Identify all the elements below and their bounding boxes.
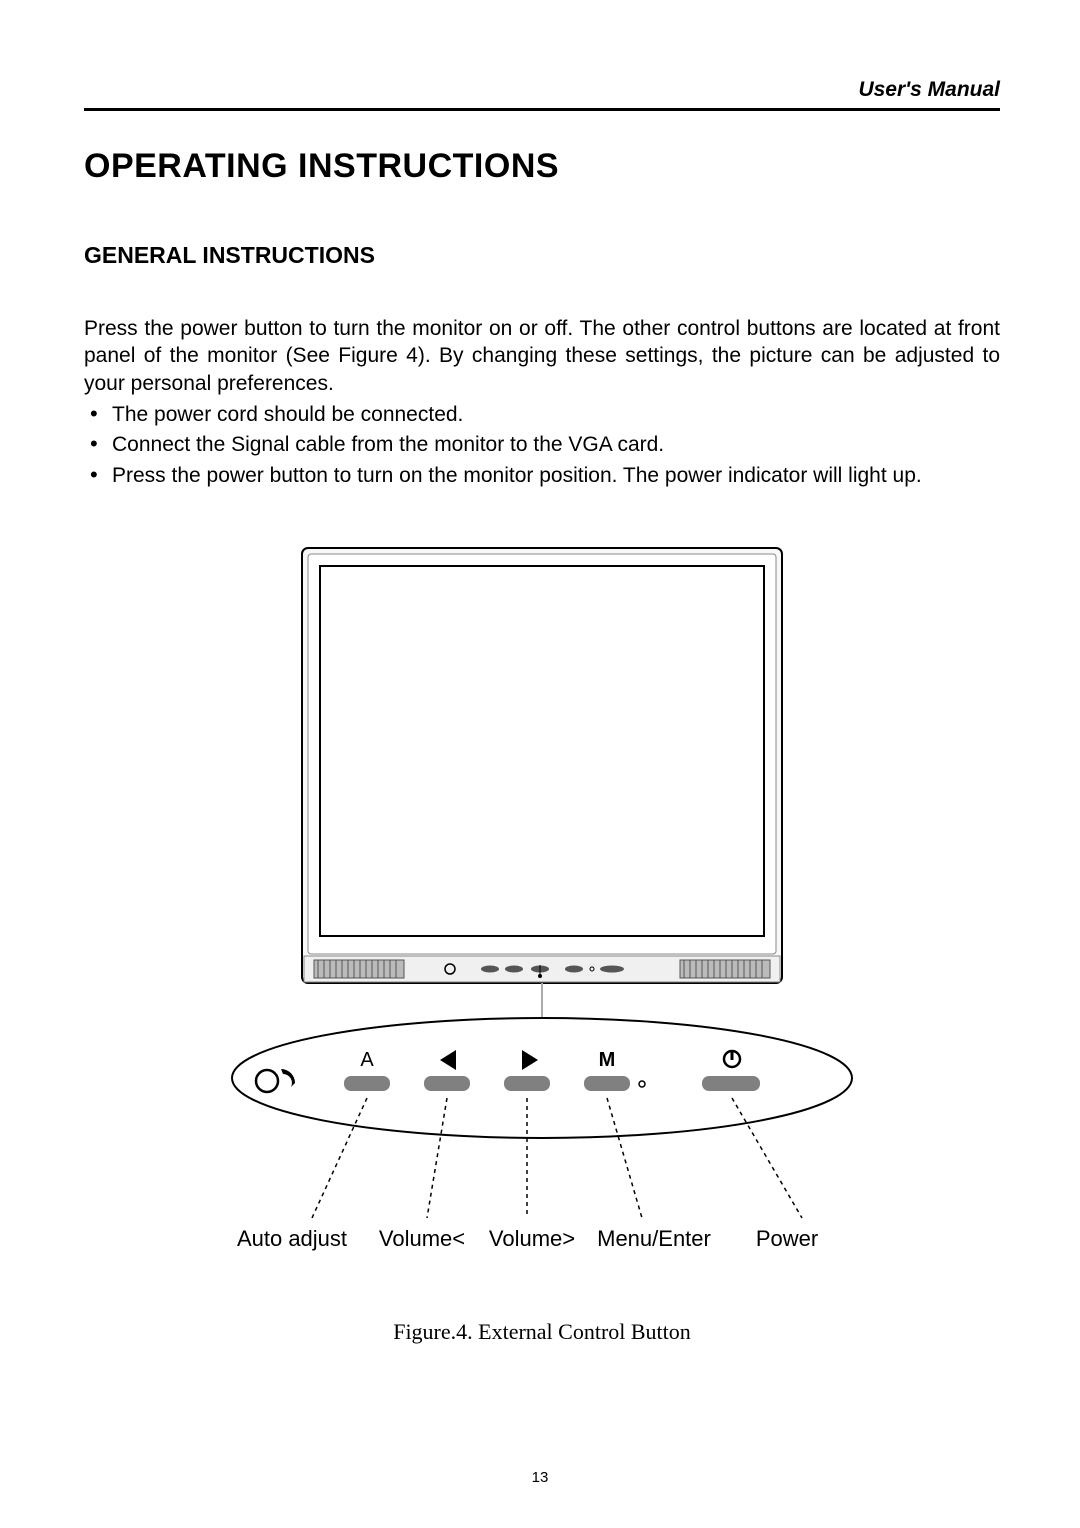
list-item: Press the power button to turn on the mo… xyxy=(112,460,1000,490)
callout-power: Power xyxy=(756,1226,818,1251)
figure-caption: Figure.4. External Control Button xyxy=(84,1319,1000,1345)
callout-auto-adjust: Auto adjust xyxy=(237,1226,347,1251)
main-title: OPERATING INSTRUCTIONS xyxy=(84,147,1000,186)
list-item: Connect the Signal cable from the monito… xyxy=(112,429,1000,459)
sub-title: GENERAL INSTRUCTIONS xyxy=(84,242,1000,269)
callout-volume-down: Volume< xyxy=(379,1226,465,1251)
list-item: The power cord should be connected. xyxy=(112,399,1000,429)
callout-volume-up: Volume> xyxy=(489,1226,575,1251)
callout-menu: Menu/Enter xyxy=(597,1226,711,1251)
svg-text:M: M xyxy=(599,1049,616,1071)
intro-paragraph: Press the power button to turn the monit… xyxy=(84,315,1000,397)
monitor-diagram-svg: A M xyxy=(192,538,892,1258)
running-header: User's Manual xyxy=(84,78,1000,111)
instruction-list: The power cord should be connected. Conn… xyxy=(84,399,1000,490)
page-number: 13 xyxy=(0,1469,1080,1486)
figure-4: A M xyxy=(84,538,1000,1345)
svg-text:A: A xyxy=(360,1049,374,1071)
